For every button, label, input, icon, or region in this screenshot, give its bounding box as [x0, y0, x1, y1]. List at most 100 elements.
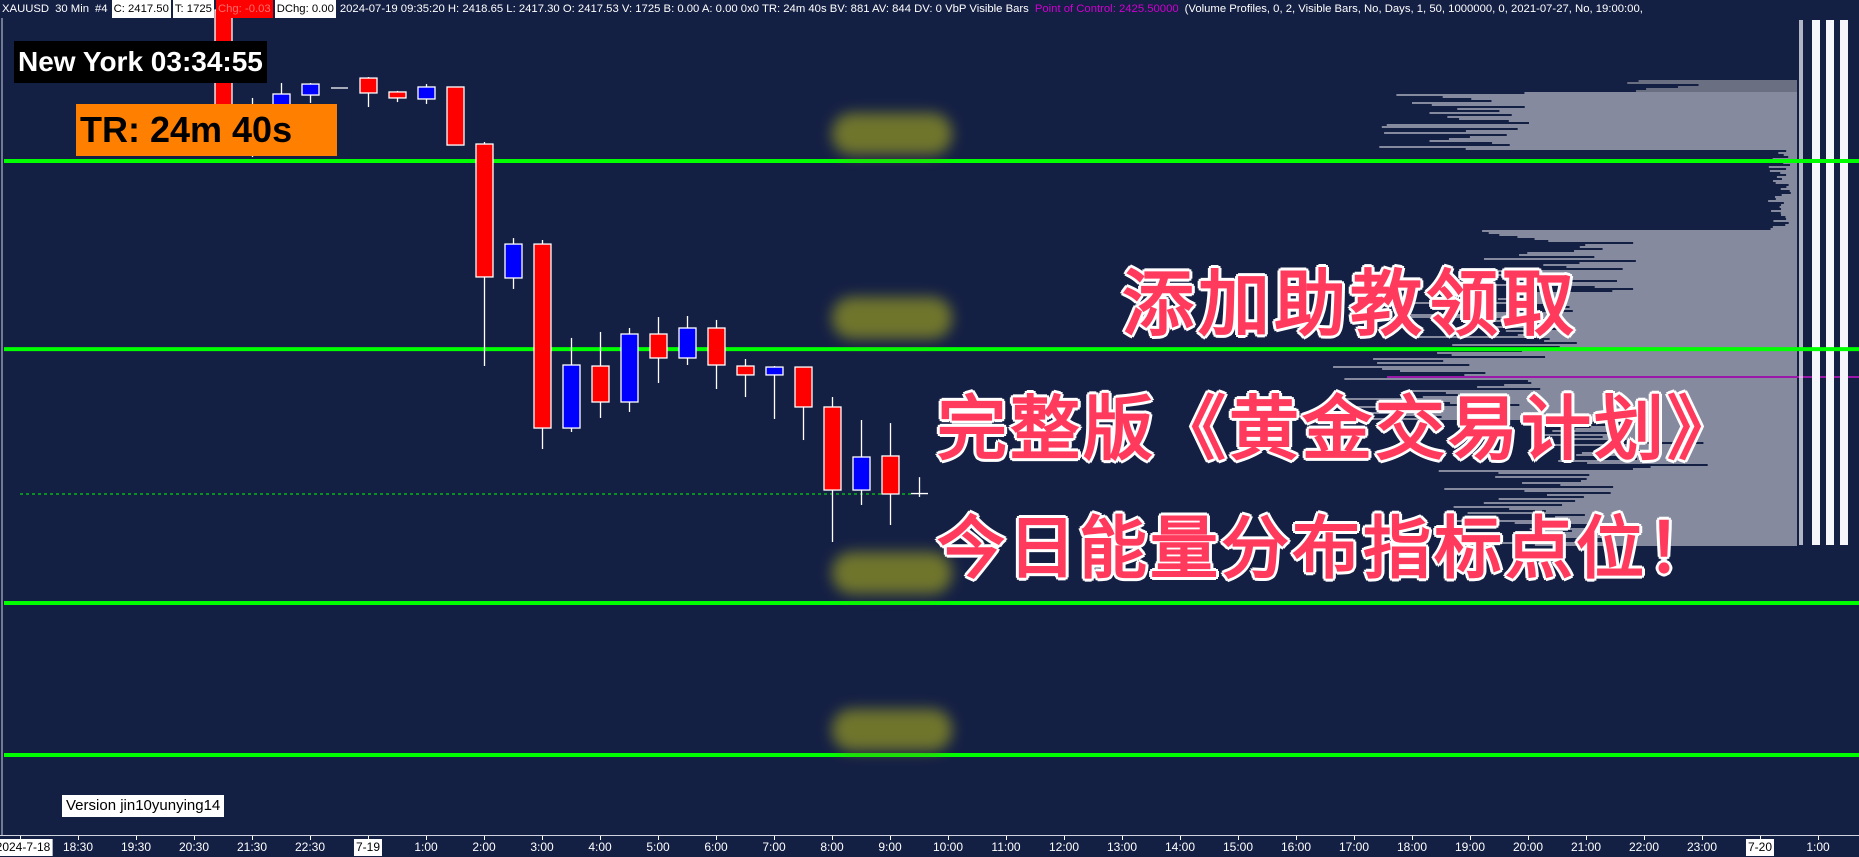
- volume-profile-bar: [1774, 196, 1797, 198]
- volume-profile-bar: [1523, 292, 1797, 294]
- volume-profile-bar: [1452, 344, 1797, 346]
- time-axis-label: 1:00: [414, 840, 438, 854]
- volume-profile-bar: [1527, 380, 1797, 382]
- time-axis-tick: [600, 836, 601, 840]
- volume-profile-bar: [1493, 284, 1797, 286]
- candle: [359, 77, 378, 108]
- volume-profile-bar: [1441, 416, 1797, 418]
- candle-body: [649, 333, 668, 359]
- volume-profile-bar: [1338, 412, 1797, 414]
- time-axis-label: 18:30: [62, 840, 94, 854]
- volume-profile-bar: [1571, 530, 1797, 532]
- volume-profile-bar: [1498, 472, 1797, 474]
- candle: [823, 397, 842, 542]
- volume-profile-bar: [1567, 438, 1797, 440]
- volume-profile-bar: [1394, 408, 1797, 410]
- volume-profile-bar: [1432, 410, 1797, 412]
- volume-profile-bar: [1786, 168, 1797, 170]
- volume-profile-bar: [1575, 500, 1797, 502]
- candle: [562, 337, 581, 432]
- volume-profile-bar: [1558, 460, 1797, 462]
- volume-profile-bar: [1483, 258, 1797, 260]
- volume-profile-bar: [1786, 174, 1797, 176]
- volume-profile-bar: [1698, 84, 1797, 86]
- volume-profile-bar: [1703, 442, 1797, 444]
- header-field: Point of Control: 2425.50000: [1034, 3, 1179, 15]
- candle-body: [765, 366, 784, 376]
- price-chart[interactable]: [0, 0, 1859, 835]
- time-axis-tick: [1122, 836, 1123, 840]
- candle-body: [678, 327, 697, 359]
- volume-profile-bar: [1642, 422, 1797, 424]
- volume-profile-bar: [1508, 120, 1797, 122]
- volume-profile-bar: [1545, 356, 1797, 358]
- blurred-label: [832, 552, 952, 594]
- volume-profile-bar: [1495, 476, 1797, 478]
- time-axis-tick: [716, 836, 717, 840]
- time-axis[interactable]: 2024-7-18 18:30 19:30 20:30 21:30 22:30 7-19 1:…: [0, 835, 1859, 857]
- volume-profile-bar: [1563, 272, 1797, 274]
- volume-profile-bar: [1521, 324, 1797, 326]
- time-axis-tick: [20, 836, 21, 840]
- time-axis-label: 20:30: [178, 840, 210, 854]
- time-axis-label: 13:00: [1106, 840, 1138, 854]
- time-axis-label: 8:00: [820, 840, 844, 854]
- volume-profile-bar: [1544, 532, 1797, 534]
- volume-profile-bar: [1425, 400, 1797, 402]
- volume-profile-bar: [1399, 370, 1797, 372]
- volume-profile-bar: [1590, 426, 1797, 428]
- volume-profile-bar: [1391, 414, 1797, 416]
- candle-body: [591, 365, 610, 403]
- time-axis-tick: [484, 836, 485, 840]
- volume-profile-bar: [1561, 278, 1797, 280]
- volume-profile-bar: [1324, 418, 1797, 420]
- volume-profile-bar: [1444, 488, 1797, 490]
- volume-profile-bar: [1635, 260, 1797, 262]
- candle-body: [736, 365, 755, 376]
- time-axis-tick: [1354, 836, 1355, 840]
- volume-profile-bar: [1587, 462, 1797, 464]
- volume-profile-bar: [1531, 296, 1797, 298]
- candle-body: [533, 243, 552, 429]
- volume-profile-bar: [1448, 138, 1797, 140]
- volume-profile-bar: [1379, 146, 1797, 148]
- volume-profile-bar: [1557, 420, 1797, 422]
- volume-profile-bar: [1789, 190, 1797, 192]
- blurred-label: [832, 709, 952, 751]
- promo-line-1: 添加助教领取: [1122, 262, 1579, 346]
- volume-profile-bar: [1429, 112, 1797, 114]
- time-axis-tick: [1644, 836, 1645, 840]
- volume-profile-bar: [1632, 468, 1797, 470]
- volume-profile-bar: [1613, 486, 1797, 488]
- volume-profile-bar: [1431, 104, 1797, 106]
- volume-profile-bar: [1612, 290, 1797, 292]
- volume-profile-bar: [1790, 164, 1797, 166]
- time-axis-label: 23:00: [1686, 840, 1718, 854]
- candle: [591, 331, 610, 418]
- volume-profile-bar: [1534, 238, 1797, 240]
- volume-profile-bar: [1469, 312, 1797, 314]
- volume-profile-bar: [1775, 182, 1797, 184]
- header-field: 2024-07-19 09:35:20 H: 2418.65 L: 2417.3…: [339, 3, 1029, 15]
- volume-profile-bar: [1601, 524, 1797, 526]
- volume-profile-bar: [1633, 288, 1797, 290]
- volume-profile-bar: [1612, 538, 1797, 540]
- level-lines: [1, 18, 1859, 835]
- volume-profile-bar: [1574, 250, 1797, 252]
- volume-profile-bar: [1373, 358, 1797, 360]
- time-axis-tick: [252, 836, 253, 840]
- header-field: XAUUSD: [2, 3, 50, 15]
- time-axis-label: 7-19: [353, 839, 383, 856]
- volume-profile-bar: [1460, 394, 1797, 396]
- volume-profile-bar: [1650, 466, 1797, 468]
- volume-profile-bar: [1579, 246, 1797, 248]
- candle-body: [794, 366, 813, 408]
- candle-body: [823, 406, 842, 491]
- volume-profile-bar: [1555, 516, 1797, 518]
- volume-profile-bar: [1442, 96, 1797, 98]
- volume-profile-bar: [1781, 208, 1797, 210]
- volume-profile-bar: [1382, 368, 1797, 370]
- volume-profile-bar: [1780, 188, 1797, 190]
- candle-body: [301, 83, 320, 96]
- volume-profile-bar: [1524, 490, 1797, 492]
